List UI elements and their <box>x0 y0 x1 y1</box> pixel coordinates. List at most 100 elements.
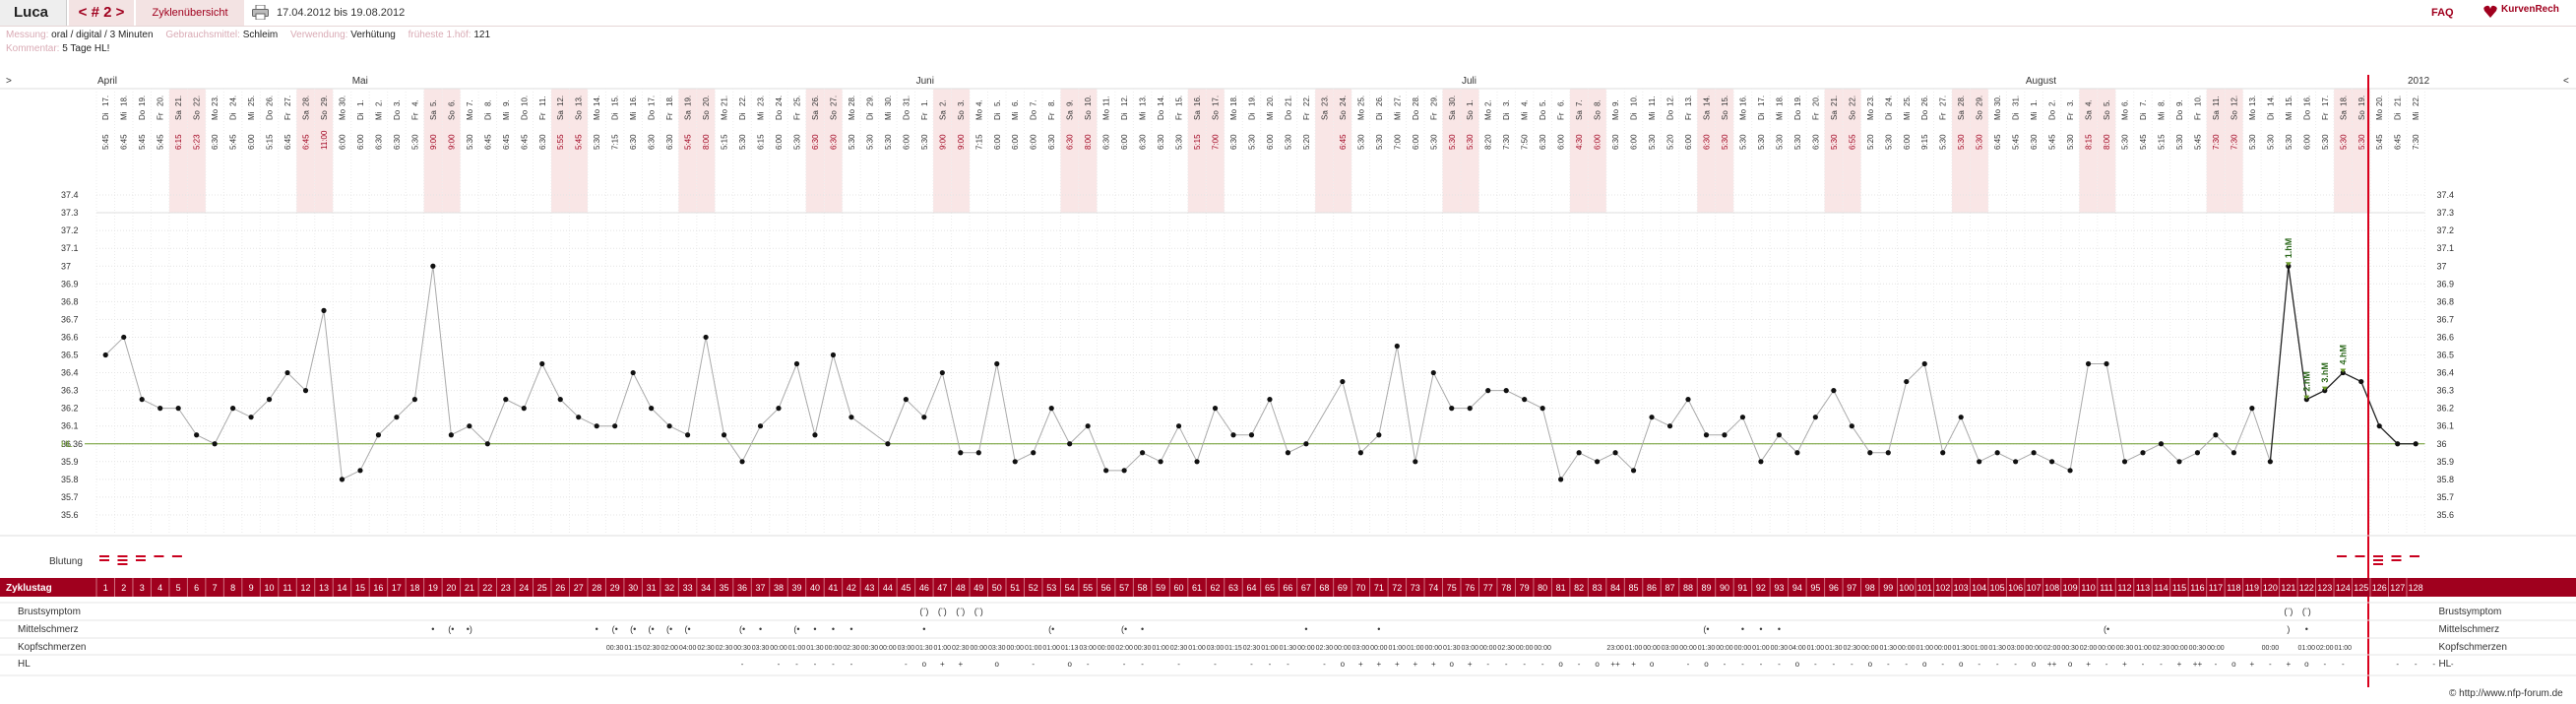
temperature-point <box>1867 450 1873 456</box>
weekend-shade <box>678 89 697 213</box>
mittelschmerz-mark: •) <box>467 624 472 634</box>
headache-time: 01:00 <box>2335 645 2353 652</box>
cycle-day-number: 15 <box>355 583 365 593</box>
y-tick-label-right: 37.4 <box>2436 190 2454 200</box>
timeline-date: 30. <box>884 96 893 106</box>
timeline-date: 12. <box>2230 96 2238 106</box>
timeline-column: 9. Do 5:30 <box>2175 99 2184 150</box>
cycle-day-number: 62 <box>1211 583 1221 593</box>
timeline-weekday: Fr <box>665 112 674 120</box>
y-tick-label-left: 37.2 <box>61 225 79 235</box>
timeline-time: 5:30 <box>848 134 856 150</box>
tab-cycle-overview[interactable]: Zyklenübersicht <box>136 0 244 26</box>
temperature-line-segment <box>451 425 471 436</box>
temperature-point <box>1812 415 1818 420</box>
temperature-point <box>1303 441 1309 447</box>
bleeding-bar <box>99 559 109 561</box>
timeline-time: 5:30 <box>466 134 474 150</box>
timeline-date: 15. <box>611 96 620 106</box>
weekend-shade <box>1843 89 1861 213</box>
temperature-point <box>1103 468 1109 474</box>
timeline-column: 8. Mi 5:15 <box>2157 99 2166 150</box>
temperature-line-segment <box>305 310 325 391</box>
timeline-date: 3. <box>2066 99 2075 106</box>
timeline-weekday: Mo <box>1356 108 1365 120</box>
temperature-line-segment <box>668 425 688 436</box>
timeline-weekday: Mo <box>2248 108 2257 120</box>
y-tick-label-right: 36.9 <box>2436 279 2454 288</box>
temperature-line-segment <box>286 372 306 391</box>
mittelschmerz-mark: (• <box>685 624 691 634</box>
print-icon[interactable] <box>252 4 269 21</box>
headache-time: 02:30 <box>843 645 860 652</box>
timeline-column: 22. So 5:23 <box>193 96 202 150</box>
headache-time: 03:00 <box>2007 645 2025 652</box>
temperature-line-segment <box>396 399 415 418</box>
hl-mark: - <box>2323 660 2326 669</box>
mittelschmerz-mark: (• <box>649 624 655 634</box>
temperature-line-segment <box>741 425 761 463</box>
temperature-line-segment <box>651 408 670 427</box>
temperature-point <box>230 406 236 412</box>
hl-mark: o <box>1922 660 1927 669</box>
hl-label: früheste 1.höf: <box>408 30 471 40</box>
temperature-line-segment <box>1906 363 1925 382</box>
temperature-line-segment <box>1560 452 1580 480</box>
hl-mark: - <box>2160 660 2163 669</box>
timeline-column: 23. Mi 6:15 <box>757 96 766 150</box>
temperature-point <box>2194 450 2201 456</box>
temperature-line-segment <box>1215 408 1234 436</box>
mittelschmerz-mark: (• <box>793 624 799 634</box>
timeline-time: 5:30 <box>2066 134 2075 150</box>
headache-time: 00:00 <box>2262 645 2280 652</box>
timeline-date: 13. <box>1684 96 1693 106</box>
temperature-line-segment <box>996 363 1016 462</box>
bleeding-bar <box>2373 559 2383 561</box>
timeline-weekday: Do <box>1412 109 1420 120</box>
timeline-weekday: Mo <box>974 108 983 120</box>
headache-time: 02:30 <box>1316 645 1334 652</box>
cycle-navigation[interactable]: < # 2 > <box>69 0 134 26</box>
headache-time: 00:00 <box>2025 645 2042 652</box>
temperature-line-segment <box>578 416 597 427</box>
hl-mark: + <box>2250 660 2255 669</box>
faq-link[interactable]: FAQ <box>2431 7 2454 19</box>
timeline-weekday: So <box>1848 110 1856 120</box>
temperature-point <box>1357 450 1363 456</box>
y-tick-label-left: 35.7 <box>61 492 79 502</box>
temperature-point <box>1630 468 1637 474</box>
hl-mark: - <box>741 660 744 669</box>
timeline-time: 6:45 <box>502 134 511 150</box>
headache-time: 01:30 <box>806 645 824 652</box>
y-tick-label-right: 35.7 <box>2436 492 2454 502</box>
hl-mark: - <box>905 660 908 669</box>
timeline-time: 6:30 <box>648 134 657 150</box>
headache-time: 01:30 <box>1952 645 1970 652</box>
timeline-date: 21. <box>1284 96 1292 106</box>
timeline-date: 27. <box>829 96 838 106</box>
temperature-line-segment <box>977 363 998 453</box>
timeline-date: 6. <box>447 99 456 106</box>
cycle-day-number: 76 <box>1465 583 1475 593</box>
hl-mark: - <box>2105 660 2108 669</box>
temperature-line-segment <box>2105 363 2126 462</box>
timeline-date: 25. <box>792 96 801 106</box>
timeline-column: 1. Mi 6:30 <box>2030 99 2039 150</box>
cycle-day-number: 26 <box>555 583 565 593</box>
headache-time: 02:30 <box>643 645 660 652</box>
timeline-time: 6:00 <box>902 134 911 150</box>
timeline-date: 11. <box>1648 96 1657 106</box>
temperature-point <box>1666 423 1673 429</box>
temperature-point <box>666 423 672 429</box>
temperature-line-segment <box>795 363 816 435</box>
mittelschmerz-mark: (• <box>448 624 454 634</box>
timeline-column: 23. Mo 5:20 <box>1866 96 1875 150</box>
timeline-column: 15. Fr 5:30 <box>1175 96 1184 150</box>
timeline-time: 5:30 <box>865 134 874 150</box>
temperature-line-segment <box>1033 408 1052 453</box>
timeline-column: 7. Do 6:00 <box>1030 99 1038 150</box>
comment-value: 5 Tage HL! <box>62 43 110 54</box>
row-label-right: Brustsymptom <box>2438 607 2501 617</box>
timeline-column: 14. Do 6:30 <box>1157 96 1165 150</box>
timeline-weekday: So <box>1466 110 1475 120</box>
